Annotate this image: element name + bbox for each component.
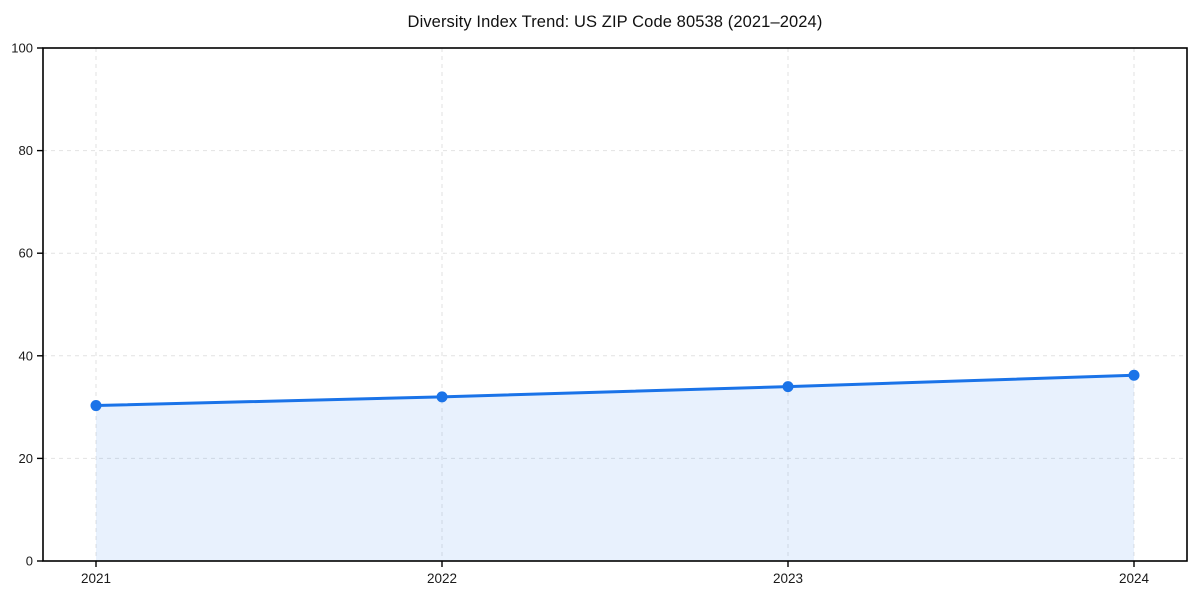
x-axis-tick-label: 2023 [773,571,803,586]
data-point-marker [1128,369,1140,381]
y-axis-tick-label: 60 [19,246,33,261]
x-axis-tick-label: 2022 [427,571,457,586]
x-axis-tick-label: 2021 [81,571,111,586]
y-axis-tick-label: 0 [26,554,33,569]
data-point-marker [90,400,102,412]
data-point-marker [782,381,794,393]
data-point-marker [436,391,448,403]
y-axis-tick-label: 20 [19,451,33,466]
chart-title: Diversity Index Trend: US ZIP Code 80538… [407,13,823,31]
y-axis-tick-label: 40 [19,348,33,363]
plot-frame [42,47,1188,562]
area-fill [96,375,1134,561]
trend-line [94,373,1136,408]
y-axis-tick-label: 80 [19,143,33,158]
x-axis-tick-label: 2024 [1119,571,1150,586]
y-axis-tick-label: 100 [11,41,33,56]
